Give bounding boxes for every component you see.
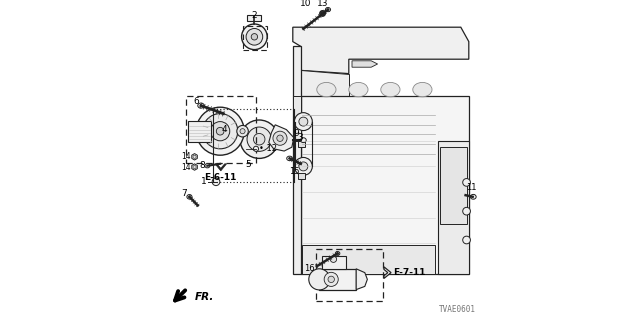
Circle shape [240, 129, 245, 134]
Polygon shape [438, 141, 468, 274]
Text: 11: 11 [467, 183, 477, 192]
Circle shape [463, 179, 470, 186]
Circle shape [330, 256, 337, 262]
Circle shape [241, 24, 268, 50]
Text: FR.: FR. [195, 292, 214, 302]
Circle shape [324, 272, 339, 286]
Circle shape [212, 178, 220, 186]
Text: 6: 6 [193, 97, 199, 106]
Text: 16: 16 [303, 264, 314, 273]
Polygon shape [384, 267, 391, 278]
Circle shape [299, 162, 308, 171]
Ellipse shape [470, 194, 476, 199]
Ellipse shape [381, 83, 400, 97]
Circle shape [251, 34, 257, 40]
Circle shape [277, 135, 283, 141]
Text: 10: 10 [300, 0, 311, 8]
Text: 2: 2 [252, 11, 257, 20]
Text: 9: 9 [294, 129, 300, 138]
Polygon shape [292, 96, 301, 141]
Text: • 12: • 12 [259, 144, 276, 153]
Bar [298, 173, 305, 179]
Circle shape [237, 125, 248, 137]
Circle shape [463, 207, 470, 215]
Ellipse shape [287, 156, 292, 161]
Circle shape [253, 133, 265, 145]
Circle shape [253, 146, 259, 151]
Text: 7: 7 [182, 189, 187, 198]
Polygon shape [356, 269, 367, 290]
Polygon shape [192, 154, 197, 160]
Bar [322, 256, 346, 269]
Bar [440, 147, 467, 224]
Text: 5: 5 [245, 160, 251, 169]
Polygon shape [301, 70, 349, 96]
Circle shape [247, 127, 271, 151]
Polygon shape [269, 125, 294, 151]
Text: 4: 4 [221, 125, 227, 134]
Circle shape [196, 107, 244, 155]
Bar [316, 249, 383, 301]
Bar [298, 141, 305, 147]
Text: E-7-11: E-7-11 [393, 268, 426, 277]
Ellipse shape [227, 128, 233, 140]
Text: 8: 8 [199, 161, 205, 170]
Polygon shape [224, 134, 237, 146]
Ellipse shape [301, 138, 307, 142]
Circle shape [193, 155, 196, 158]
Bar [247, 15, 262, 21]
Circle shape [240, 120, 278, 158]
Circle shape [309, 269, 330, 290]
Circle shape [320, 11, 326, 16]
Text: 3: 3 [298, 133, 303, 142]
Circle shape [273, 131, 287, 145]
Polygon shape [352, 61, 378, 67]
Ellipse shape [205, 164, 210, 168]
Text: E-6-11: E-6-11 [205, 173, 237, 182]
Ellipse shape [413, 83, 432, 97]
Circle shape [299, 117, 308, 126]
Ellipse shape [349, 83, 368, 97]
Polygon shape [301, 96, 468, 274]
Bar [186, 96, 256, 163]
Bar [319, 269, 356, 290]
Text: 15: 15 [289, 167, 300, 176]
Circle shape [246, 28, 263, 45]
Circle shape [211, 122, 230, 141]
Polygon shape [302, 245, 435, 274]
Bar [243, 26, 267, 50]
Ellipse shape [187, 195, 192, 199]
Polygon shape [215, 164, 227, 171]
Ellipse shape [335, 252, 340, 255]
Circle shape [294, 113, 312, 131]
Circle shape [328, 276, 335, 283]
Ellipse shape [326, 7, 331, 12]
Ellipse shape [198, 103, 204, 108]
Circle shape [216, 127, 224, 135]
Circle shape [463, 236, 470, 244]
Circle shape [202, 114, 238, 149]
Polygon shape [292, 27, 468, 74]
Bar [188, 121, 211, 142]
Ellipse shape [317, 83, 336, 97]
Polygon shape [192, 164, 197, 170]
Circle shape [294, 157, 312, 175]
Text: 1: 1 [202, 177, 207, 186]
Text: 14: 14 [180, 163, 191, 172]
Polygon shape [292, 46, 301, 274]
Text: 13: 13 [317, 0, 329, 8]
Text: 14: 14 [180, 152, 191, 161]
Circle shape [227, 127, 233, 134]
Text: TVAE0601: TVAE0601 [439, 305, 476, 314]
Circle shape [193, 165, 196, 169]
